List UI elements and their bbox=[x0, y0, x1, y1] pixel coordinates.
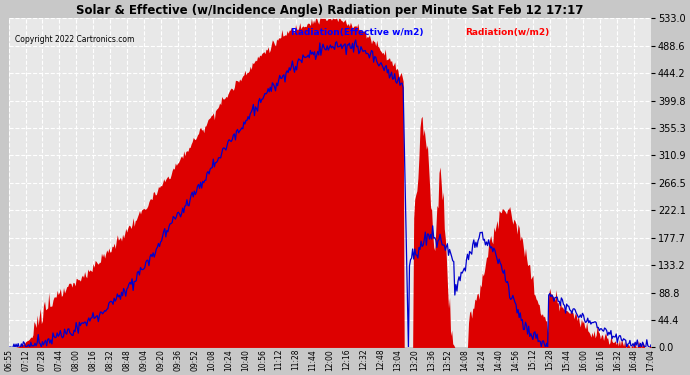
Text: Radiation(Effective w/m2): Radiation(Effective w/m2) bbox=[291, 28, 424, 37]
Text: Copyright 2022 Cartronics.com: Copyright 2022 Cartronics.com bbox=[15, 35, 135, 44]
Text: Radiation(w/m2): Radiation(w/m2) bbox=[465, 28, 549, 37]
Title: Solar & Effective (w/Incidence Angle) Radiation per Minute Sat Feb 12 17:17: Solar & Effective (w/Incidence Angle) Ra… bbox=[76, 4, 584, 17]
